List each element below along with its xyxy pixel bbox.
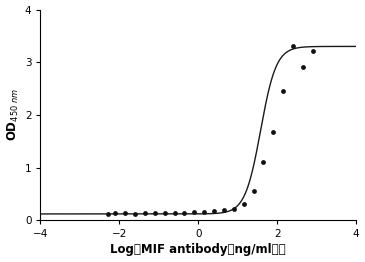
Point [152,211,158,216]
Point [105,212,111,216]
Point [221,208,227,212]
Point [290,44,296,48]
Point [132,212,138,216]
Point [211,209,217,213]
Point [181,211,187,215]
Point [191,210,197,214]
Point [112,211,118,216]
Point [241,202,247,206]
Point [310,48,316,53]
Point [270,130,276,134]
Point [172,211,177,215]
Point [162,211,168,216]
Point [300,66,306,70]
Point [122,211,128,216]
Point [280,89,286,93]
Point [261,160,266,165]
Point [231,206,237,211]
Point [251,189,257,193]
Y-axis label: OD$_{450\ nm}$: OD$_{450\ nm}$ [5,89,21,141]
X-axis label: Log（MIF antibody（ng/ml））: Log（MIF antibody（ng/ml）） [111,243,286,256]
Point [142,211,148,216]
Point [201,210,207,214]
